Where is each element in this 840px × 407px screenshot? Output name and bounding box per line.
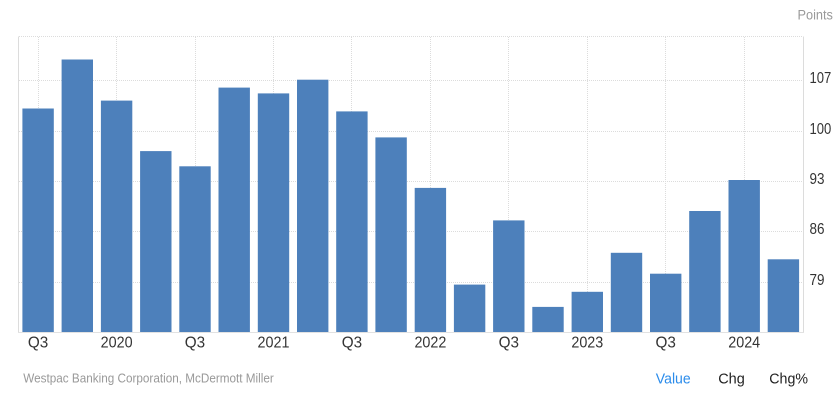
svg-text:2024: 2024 (728, 334, 760, 351)
svg-text:Chg%: Chg% (769, 372, 808, 388)
svg-text:Q3: Q3 (656, 334, 676, 351)
svg-text:Q3: Q3 (28, 334, 48, 351)
svg-text:Westpac Banking Corporation, M: Westpac Banking Corporation, McDermott M… (23, 371, 274, 386)
svg-text:2021: 2021 (258, 334, 290, 351)
svg-text:Q3: Q3 (499, 334, 519, 351)
svg-text:86: 86 (810, 221, 825, 238)
svg-text:Q3: Q3 (342, 334, 362, 351)
svg-text:2023: 2023 (571, 334, 603, 351)
svg-text:Value: Value (656, 372, 691, 388)
svg-text:93: 93 (810, 171, 825, 188)
svg-text:107: 107 (810, 70, 832, 87)
svg-text:79: 79 (810, 272, 825, 289)
svg-text:2022: 2022 (414, 334, 446, 351)
svg-text:100: 100 (810, 121, 832, 138)
svg-text:Points: Points (798, 8, 834, 23)
svg-text:2020: 2020 (101, 334, 133, 351)
svg-text:Chg: Chg (718, 372, 745, 388)
svg-text:Q3: Q3 (185, 334, 205, 351)
